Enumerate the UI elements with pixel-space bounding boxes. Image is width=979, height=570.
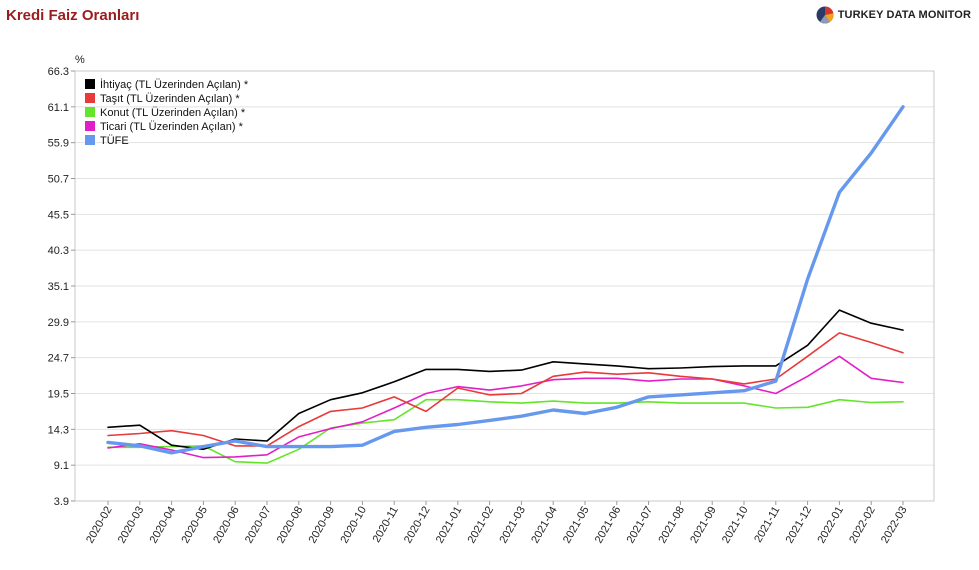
legend-swatch xyxy=(85,79,95,89)
legend-swatch xyxy=(85,121,95,131)
x-axis-ticks: 2020-02 2020-03 2020-04 2020-05 2020-06 2020-… xyxy=(84,501,910,545)
legend-label: TÜFE xyxy=(100,135,129,147)
x-tick-label: 2022-02 xyxy=(847,505,878,546)
x-tick-label: 2020-12 xyxy=(402,505,433,546)
x-tick-label: 2021-12 xyxy=(784,505,815,546)
legend-swatch xyxy=(85,135,95,145)
x-tick-label: 2020-05 xyxy=(179,505,210,546)
y-axis-unit-label: % xyxy=(75,54,85,66)
page-title: Kredi Faiz Oranları xyxy=(6,7,140,24)
series-line-4 xyxy=(106,105,905,455)
x-tick-label: 2021-05 xyxy=(561,505,592,546)
x-tick-label: 2021-07 xyxy=(625,505,656,546)
legend-swatch xyxy=(85,107,95,117)
brand-name: TURKEY DATA MONITOR xyxy=(837,9,971,21)
series-line-2 xyxy=(107,398,904,464)
legend-label: Ticari (TL Üzerinden Açılan) * xyxy=(100,121,244,133)
x-tick-label: 2020-09 xyxy=(307,505,338,546)
x-tick-label: 2021-02 xyxy=(466,504,497,545)
y-tick-label: 35.1 xyxy=(48,281,69,293)
legend-swatch xyxy=(85,93,95,103)
series-line-3 xyxy=(107,355,904,459)
y-tick-label: 40.3 xyxy=(48,245,69,257)
legend-label: Konut (TL Üzerinden Açılan) * xyxy=(100,107,246,119)
x-tick-label: 2021-11 xyxy=(752,505,782,545)
x-tick-label: 2020-08 xyxy=(275,505,306,546)
y-tick-label: 24.7 xyxy=(48,353,69,365)
brand-logo: TURKEY DATA MONITOR xyxy=(816,6,971,24)
x-tick-label: 2021-06 xyxy=(593,505,624,546)
x-tick-label: 2020-02 xyxy=(84,505,115,546)
y-axis-ticks: 3.9 9.1 14.3 19.5 24.7 29.9 35.1 40.3 45.5 50.7 55… xyxy=(48,66,75,508)
x-tick-label: 2020-10 xyxy=(338,505,369,546)
x-tick-label: 2021-08 xyxy=(656,505,687,546)
x-tick-label: 2021-10 xyxy=(720,505,751,546)
y-tick-label: 66.3 xyxy=(48,66,69,78)
x-tick-label: 2021-04 xyxy=(529,505,560,546)
x-tick-label: 2021-09 xyxy=(688,505,719,546)
legend: İhtiyaç (TL Üzerinden Açılan) * Taşıt (TL… xyxy=(85,78,249,147)
x-tick-label: 2020-06 xyxy=(211,505,242,546)
series-lines xyxy=(106,105,905,464)
x-tick-label: 2022-01 xyxy=(815,505,846,546)
legend-label: Taşıt (TL Üzerinden Açılan) * xyxy=(100,93,240,105)
series-line-0 xyxy=(107,309,904,451)
x-tick-label: 2020-04 xyxy=(148,505,179,546)
x-tick-label: 2022-03 xyxy=(879,505,910,546)
legend-label: İhtiyaç (TL Üzerinden Açılan) * xyxy=(100,78,249,91)
x-tick-label: 2021-03 xyxy=(497,505,528,546)
y-tick-label: 9.1 xyxy=(54,460,69,472)
y-tick-label: 3.9 xyxy=(54,496,69,508)
y-tick-label: 61.1 xyxy=(48,102,69,114)
y-tick-label: 45.5 xyxy=(48,209,69,221)
y-tick-label: 50.7 xyxy=(48,174,69,186)
y-tick-label: 55.9 xyxy=(48,138,69,150)
x-tick-label: 2021-01 xyxy=(434,505,465,546)
brand-pie-icon xyxy=(816,6,834,24)
x-tick-label: 2020-07 xyxy=(243,505,274,546)
y-tick-label: 14.3 xyxy=(48,424,69,436)
series-line-1 xyxy=(107,332,904,447)
y-tick-label: 29.9 xyxy=(48,317,69,329)
x-tick-label: 2020-11 xyxy=(371,505,401,545)
grid-lines xyxy=(75,70,934,502)
x-tick-label: 2020-03 xyxy=(116,505,147,546)
y-tick-label: 19.5 xyxy=(48,389,69,401)
